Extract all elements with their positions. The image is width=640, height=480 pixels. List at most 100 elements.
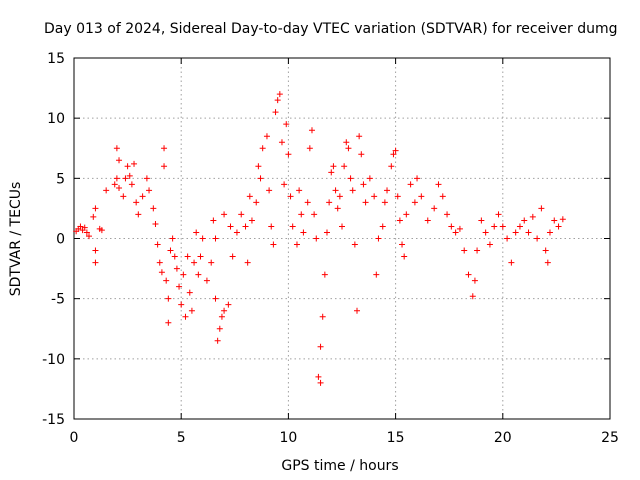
x-tick-label: 5 xyxy=(177,430,186,446)
data-point xyxy=(133,199,140,206)
data-point xyxy=(371,193,378,200)
data-point xyxy=(296,187,303,194)
data-point xyxy=(285,151,292,158)
data-point xyxy=(351,241,358,248)
data-point xyxy=(126,172,133,179)
data-point xyxy=(188,307,195,314)
data-point xyxy=(321,271,328,278)
data-point xyxy=(272,109,279,116)
data-point xyxy=(411,199,418,206)
data-point xyxy=(396,217,403,224)
data-point xyxy=(111,181,118,188)
data-point xyxy=(390,151,397,158)
data-point xyxy=(336,193,343,200)
data-point xyxy=(169,235,176,242)
data-point xyxy=(358,151,365,158)
data-point xyxy=(508,259,515,266)
data-point xyxy=(283,121,290,128)
data-point xyxy=(349,187,356,194)
data-point xyxy=(551,217,558,224)
data-point xyxy=(499,223,506,230)
data-point xyxy=(439,193,446,200)
data-point xyxy=(268,223,275,230)
x-tick-label: 0 xyxy=(70,430,79,446)
data-point xyxy=(399,241,406,248)
data-point xyxy=(208,259,215,266)
data-point xyxy=(486,241,493,248)
data-point xyxy=(341,163,348,170)
data-point xyxy=(306,145,313,152)
data-point xyxy=(444,211,451,218)
data-point xyxy=(334,205,341,212)
data-point xyxy=(330,163,337,170)
grid xyxy=(74,58,610,419)
data-point xyxy=(259,145,266,152)
data-point xyxy=(124,163,131,170)
data-point xyxy=(521,217,528,224)
data-point xyxy=(471,277,478,284)
data-point xyxy=(86,233,93,240)
data-point xyxy=(465,271,472,278)
data-point xyxy=(186,289,193,296)
data-point xyxy=(347,175,354,182)
data-point xyxy=(313,235,320,242)
data-point xyxy=(270,241,277,248)
data-point xyxy=(538,205,545,212)
data-point xyxy=(278,139,285,146)
x-tick-label: 15 xyxy=(387,430,405,446)
data-point xyxy=(182,313,189,320)
data-point xyxy=(83,229,90,236)
data-point xyxy=(343,139,350,146)
data-point xyxy=(326,199,333,206)
data-point xyxy=(244,259,251,266)
data-point xyxy=(171,253,178,260)
data-point xyxy=(394,193,401,200)
data-point xyxy=(373,271,380,278)
data-point xyxy=(366,175,373,182)
data-point xyxy=(362,199,369,206)
data-point xyxy=(516,223,523,230)
y-tick-label: 15 xyxy=(47,51,65,67)
data-point xyxy=(448,223,455,230)
data-point xyxy=(225,301,232,308)
data-point xyxy=(191,259,198,266)
data-point xyxy=(287,193,294,200)
data-point xyxy=(161,145,168,152)
y-tick-label: 5 xyxy=(56,171,65,187)
y-tick-label: 0 xyxy=(56,232,65,248)
data-point xyxy=(197,253,204,260)
data-point xyxy=(435,181,442,188)
data-point xyxy=(345,145,352,152)
data-point xyxy=(233,229,240,236)
data-point xyxy=(424,217,431,224)
data-point xyxy=(98,227,105,234)
data-point xyxy=(120,193,127,200)
data-point xyxy=(113,175,120,182)
data-point xyxy=(274,97,281,104)
data-point xyxy=(139,193,146,200)
data-point xyxy=(229,253,236,260)
data-point xyxy=(456,225,463,232)
data-point xyxy=(221,211,228,218)
data-point xyxy=(210,217,217,224)
data-point xyxy=(392,147,399,154)
data-point xyxy=(542,247,549,254)
data-point xyxy=(478,217,485,224)
data-point xyxy=(253,199,260,206)
data-point xyxy=(276,91,283,98)
data-point xyxy=(281,181,288,188)
data-point xyxy=(534,235,541,242)
data-point xyxy=(356,133,363,140)
data-point xyxy=(212,235,219,242)
data-point xyxy=(255,163,262,170)
data-point xyxy=(165,295,172,302)
data-point xyxy=(92,205,99,212)
data-point xyxy=(242,223,249,230)
data-point xyxy=(555,223,562,230)
data-point xyxy=(257,175,264,182)
data-point xyxy=(328,169,335,176)
data-point xyxy=(266,187,273,194)
data-point xyxy=(131,160,138,167)
y-axis: -15 -10 -5 0 5 10 15 xyxy=(42,51,610,428)
data-point xyxy=(163,277,170,284)
